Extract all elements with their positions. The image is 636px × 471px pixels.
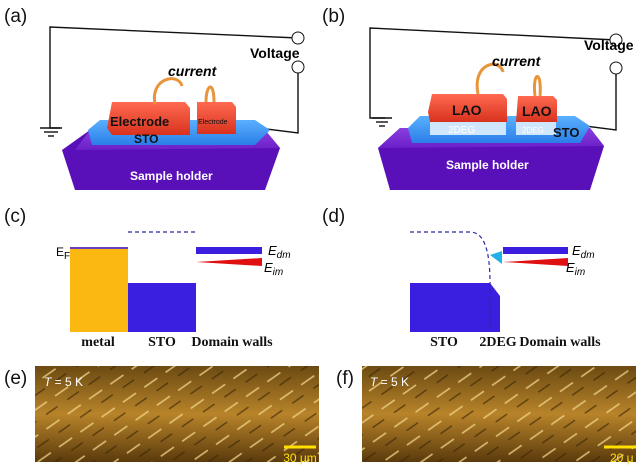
metal-band bbox=[70, 248, 128, 332]
panel-label: (f) bbox=[336, 368, 354, 389]
panel-b: (b) Voltage current LAO LAO 2DEG 2DEG ST… bbox=[322, 6, 634, 190]
layer-label: LAO bbox=[522, 103, 552, 119]
layer-label: STO bbox=[134, 132, 158, 146]
panel-label: (e) bbox=[4, 368, 27, 389]
current-label: current bbox=[492, 53, 542, 69]
layer-label: 2DEG bbox=[522, 126, 544, 135]
panel-a: (a) Voltage current Electrode Electrode … bbox=[4, 6, 304, 190]
region-label: Domain walls bbox=[519, 335, 601, 350]
terminal bbox=[292, 61, 304, 73]
region-label: STO bbox=[148, 335, 176, 350]
subscript: im bbox=[273, 267, 284, 278]
temperature-label: T = 5 K bbox=[44, 375, 83, 389]
layer-label: Electrode bbox=[198, 119, 228, 126]
current-path bbox=[477, 64, 540, 96]
panel-label: (b) bbox=[322, 6, 345, 27]
layer-label: STO bbox=[553, 125, 580, 140]
level-label: Edm bbox=[572, 243, 595, 261]
domain-wall-level bbox=[503, 247, 568, 254]
layer-label: 2DEG bbox=[448, 125, 475, 136]
layer-label: Sample holder bbox=[446, 158, 529, 172]
subscript: dm bbox=[277, 250, 291, 261]
voltage-label: Voltage bbox=[584, 37, 634, 53]
text: = 5 K bbox=[51, 375, 83, 389]
subscript: im bbox=[575, 267, 586, 278]
symbol: E bbox=[268, 243, 277, 258]
domain-wall-level bbox=[196, 258, 262, 266]
domain-wall-level bbox=[196, 247, 262, 254]
panel-label: (d) bbox=[322, 206, 345, 227]
terminal bbox=[610, 62, 622, 74]
subscript: dm bbox=[581, 250, 595, 261]
region-label: metal bbox=[81, 335, 115, 350]
layer-label: Electrode bbox=[110, 114, 169, 129]
panel-f: (f) T = 5 K 20 μ bbox=[336, 366, 636, 465]
symbol: E bbox=[566, 260, 575, 275]
circuit-wire bbox=[585, 74, 616, 130]
panel-label: (c) bbox=[4, 206, 26, 227]
region-label: Domain walls bbox=[191, 335, 273, 350]
panel-d: (d) Edm Eim STO 2DEG Domain walls bbox=[322, 206, 601, 350]
current-path bbox=[154, 79, 214, 104]
2deg-state bbox=[490, 251, 502, 264]
sto-band bbox=[410, 283, 500, 332]
current-label: current bbox=[168, 63, 218, 79]
electrode bbox=[197, 102, 236, 134]
level-label: Edm bbox=[268, 243, 291, 261]
symbol: E bbox=[572, 243, 581, 258]
layer-label: Sample holder bbox=[130, 169, 213, 183]
symbol: E bbox=[264, 260, 273, 275]
domain-wall-level bbox=[503, 258, 568, 266]
symbol: E bbox=[56, 245, 64, 259]
scale-label: 30 μm bbox=[283, 451, 317, 465]
level-label: Eim bbox=[264, 260, 283, 278]
region-label: STO bbox=[430, 335, 458, 350]
panel-label: (a) bbox=[4, 6, 27, 27]
terminal bbox=[292, 32, 304, 44]
scale-label: 20 μ bbox=[610, 451, 634, 465]
layer-label: LAO bbox=[452, 102, 482, 118]
voltage-label: Voltage bbox=[250, 45, 300, 61]
region-label: 2DEG bbox=[479, 335, 516, 350]
panel-c: (c) EF Edm Eim metal STO Domain walls bbox=[4, 206, 291, 350]
panel-e: (e) T = 5 K 30 μm bbox=[4, 366, 319, 465]
level-label: Eim bbox=[566, 260, 585, 278]
fermi-label: EF bbox=[56, 245, 70, 262]
text: = 5 K bbox=[377, 375, 409, 389]
subscript: F bbox=[64, 251, 70, 262]
sto-band bbox=[128, 283, 196, 332]
figure: (a) Voltage current Electrode Electrode … bbox=[0, 0, 636, 471]
temperature-label: T = 5 K bbox=[370, 375, 409, 389]
